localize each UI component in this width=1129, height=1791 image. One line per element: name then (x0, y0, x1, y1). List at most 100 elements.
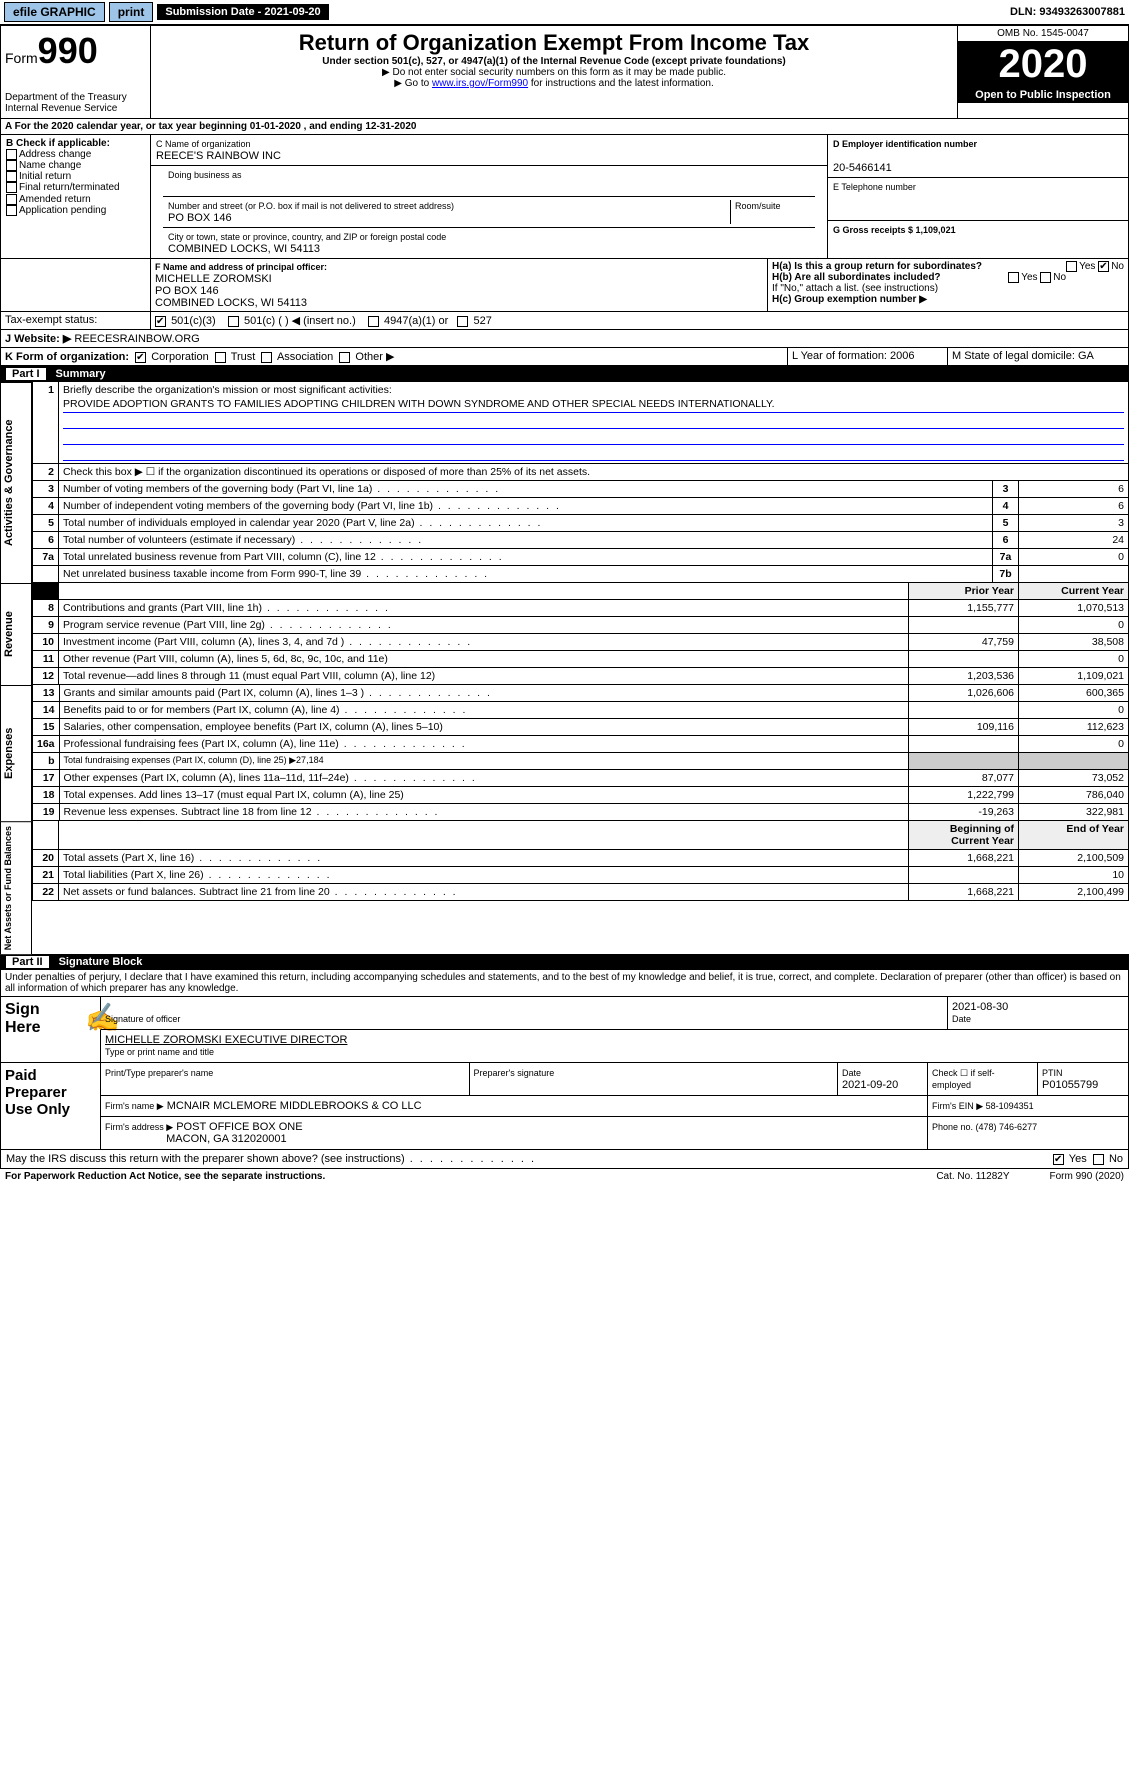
netassets-table: Beginning of Current YearEnd of Year 20T… (32, 821, 1129, 901)
val7a: 0 (1019, 549, 1129, 566)
tax-year: 2020 (958, 42, 1128, 87)
website-label: J Website: ▶ (5, 333, 71, 345)
val7b (1019, 566, 1129, 583)
f-label: F Name and address of principal officer: (155, 262, 327, 272)
val6: 24 (1019, 532, 1129, 549)
side-expenses: Expenses (0, 685, 32, 821)
chk-discuss-no[interactable] (1093, 1154, 1104, 1165)
firm-addr2: MACON, GA 312020001 (166, 1133, 286, 1145)
dln: DLN: 93493263007881 (1010, 6, 1125, 18)
sig-officer-label: Signature of officer (105, 1014, 180, 1024)
side-governance: Activities & Governance (0, 382, 32, 583)
firm-addr1: POST OFFICE BOX ONE (176, 1121, 302, 1133)
e-label: E Telephone number (833, 182, 916, 192)
cat-no: Cat. No. 11282Y (936, 1171, 1009, 1182)
l20: Total assets (Part X, line 16) (59, 850, 909, 867)
self-emp-label: Check ☐ if self-employed (932, 1068, 995, 1090)
l11: Other revenue (Part VIII, column (A), li… (59, 651, 909, 668)
opt-pending[interactable]: Application pending (19, 205, 106, 216)
sign-here-block: Sign Here ✍ Signature of officer 2021-08… (0, 997, 1129, 1063)
side-netassets: Net Assets or Fund Balances (0, 821, 32, 954)
l14: Benefits paid to or for members (Part IX… (59, 702, 908, 719)
opt-address[interactable]: Address change (19, 149, 91, 160)
form-header: Form990 Department of the Treasury Inter… (0, 25, 1129, 119)
print-button[interactable]: print (109, 2, 154, 22)
line1-label: Briefly describe the organization's miss… (63, 384, 392, 396)
line4: Number of independent voting members of … (59, 498, 993, 515)
opt-initial[interactable]: Initial return (19, 171, 71, 182)
website-row: J Website: ▶ REECESRAINBOW.ORG (0, 330, 1129, 348)
hdr-prior: Prior Year (909, 583, 1019, 600)
chk-4947[interactable] (368, 316, 379, 327)
box-b-label: B Check if applicable: (6, 138, 110, 149)
l21: Total liabilities (Part X, line 26) (59, 867, 909, 884)
revenue-table: bPrior YearCurrent Year 8Contributions a… (32, 583, 1129, 685)
c-label: C Name of organization (156, 139, 251, 149)
firm-name: MCNAIR MCLEMORE MIDDLEBROOKS & CO LLC (167, 1100, 422, 1112)
side-revenue: Revenue (0, 583, 32, 685)
tax-status-row: Tax-exempt status: 501(c)(3) 501(c) ( ) … (0, 312, 1129, 330)
l17: Other expenses (Part IX, column (A), lin… (59, 770, 908, 787)
officer-addr2: COMBINED LOCKS, WI 54113 (155, 297, 307, 309)
year-formation: L Year of formation: 2006 (792, 350, 915, 362)
state-domicile: M State of legal domicile: GA (952, 350, 1094, 362)
chk-discuss-yes[interactable] (1053, 1154, 1064, 1165)
chk-other[interactable] (339, 352, 350, 363)
line3: Number of voting members of the governin… (59, 481, 993, 498)
line6: Total number of volunteers (estimate if … (59, 532, 993, 549)
chk-assoc[interactable] (261, 352, 272, 363)
officer-addr1: PO BOX 146 (155, 285, 219, 297)
instructions-link[interactable]: www.irs.gov/Form990 (432, 78, 528, 89)
sig-date: 2021-08-30 (952, 1001, 1008, 1013)
line2: Check this box ▶ ☐ if the organization d… (59, 464, 1129, 481)
line7b: Net unrelated business taxable income fr… (59, 566, 993, 583)
l12: Total revenue—add lines 8 through 11 (mu… (59, 668, 909, 685)
subtitle-3: ▶ Go to www.irs.gov/Form990 for instruct… (155, 78, 953, 89)
box-b-c-d: B Check if applicable: Address change Na… (0, 135, 1129, 259)
line7a: Total unrelated business revenue from Pa… (59, 549, 993, 566)
part2-title: Signature Block (59, 956, 143, 968)
chk-501c3[interactable] (155, 316, 166, 327)
chk-527[interactable] (457, 316, 468, 327)
open-public: Open to Public Inspection (958, 87, 1128, 103)
hb-note: If "No," attach a list. (see instruction… (772, 283, 1124, 294)
l16a: Professional fundraising fees (Part IX, … (59, 736, 908, 753)
form-prefix: Form (5, 50, 38, 66)
prep-sig-label: Preparer's signature (474, 1068, 555, 1078)
ha-label: H(a) Is this a group return for subordin… (772, 261, 982, 272)
chk-corp[interactable] (135, 352, 146, 363)
l8: Contributions and grants (Part VIII, lin… (59, 600, 909, 617)
val5: 3 (1019, 515, 1129, 532)
tax-status-label: Tax-exempt status: (5, 314, 97, 326)
opt-name[interactable]: Name change (19, 160, 81, 171)
opt-final[interactable]: Final return/terminated (19, 183, 120, 194)
sign-here-label: Sign Here (1, 997, 81, 1062)
pra-notice: For Paperwork Reduction Act Notice, see … (5, 1171, 936, 1182)
org-name: REECE'S RAINBOW INC (156, 150, 281, 162)
efile-button[interactable]: efile GRAPHIC (4, 2, 105, 22)
opt-amended[interactable]: Amended return (19, 194, 91, 205)
chk-trust[interactable] (215, 352, 226, 363)
website-url: REECESRAINBOW.ORG (74, 333, 199, 345)
form-ref: Form 990 (2020) (1050, 1171, 1124, 1182)
discuss-question: May the IRS discuss this return with the… (6, 1153, 1053, 1165)
l16b: Total fundraising expenses (Part IX, col… (59, 753, 908, 770)
chk-501c[interactable] (228, 316, 239, 327)
line5: Total number of individuals employed in … (59, 515, 993, 532)
subtitle-2: ▶ Do not enter social security numbers o… (155, 67, 953, 78)
box-k-row: K Form of organization: Corporation Trus… (0, 348, 1129, 366)
discuss-row: May the IRS discuss this return with the… (0, 1150, 1129, 1169)
l19: Revenue less expenses. Subtract line 18 … (59, 804, 908, 821)
mission-text: PROVIDE ADOPTION GRANTS TO FAMILIES ADOP… (63, 396, 1124, 413)
prep-name-label: Print/Type preparer's name (105, 1068, 213, 1078)
omb-number: OMB No. 1545-0047 (958, 26, 1128, 42)
box-f-h: F Name and address of principal officer:… (0, 259, 1129, 312)
paid-preparer-block: Paid Preparer Use Only Print/Type prepar… (0, 1063, 1129, 1150)
name-title-label: Type or print name and title (105, 1047, 214, 1057)
l10: Investment income (Part VIII, column (A)… (59, 634, 909, 651)
hdr-end: End of Year (1019, 821, 1129, 850)
form-number: 990 (38, 30, 98, 71)
room-label: Room/suite (735, 201, 781, 211)
hdr-beg: Beginning of Current Year (909, 821, 1019, 850)
hc-label: H(c) Group exemption number ▶ (772, 294, 927, 305)
